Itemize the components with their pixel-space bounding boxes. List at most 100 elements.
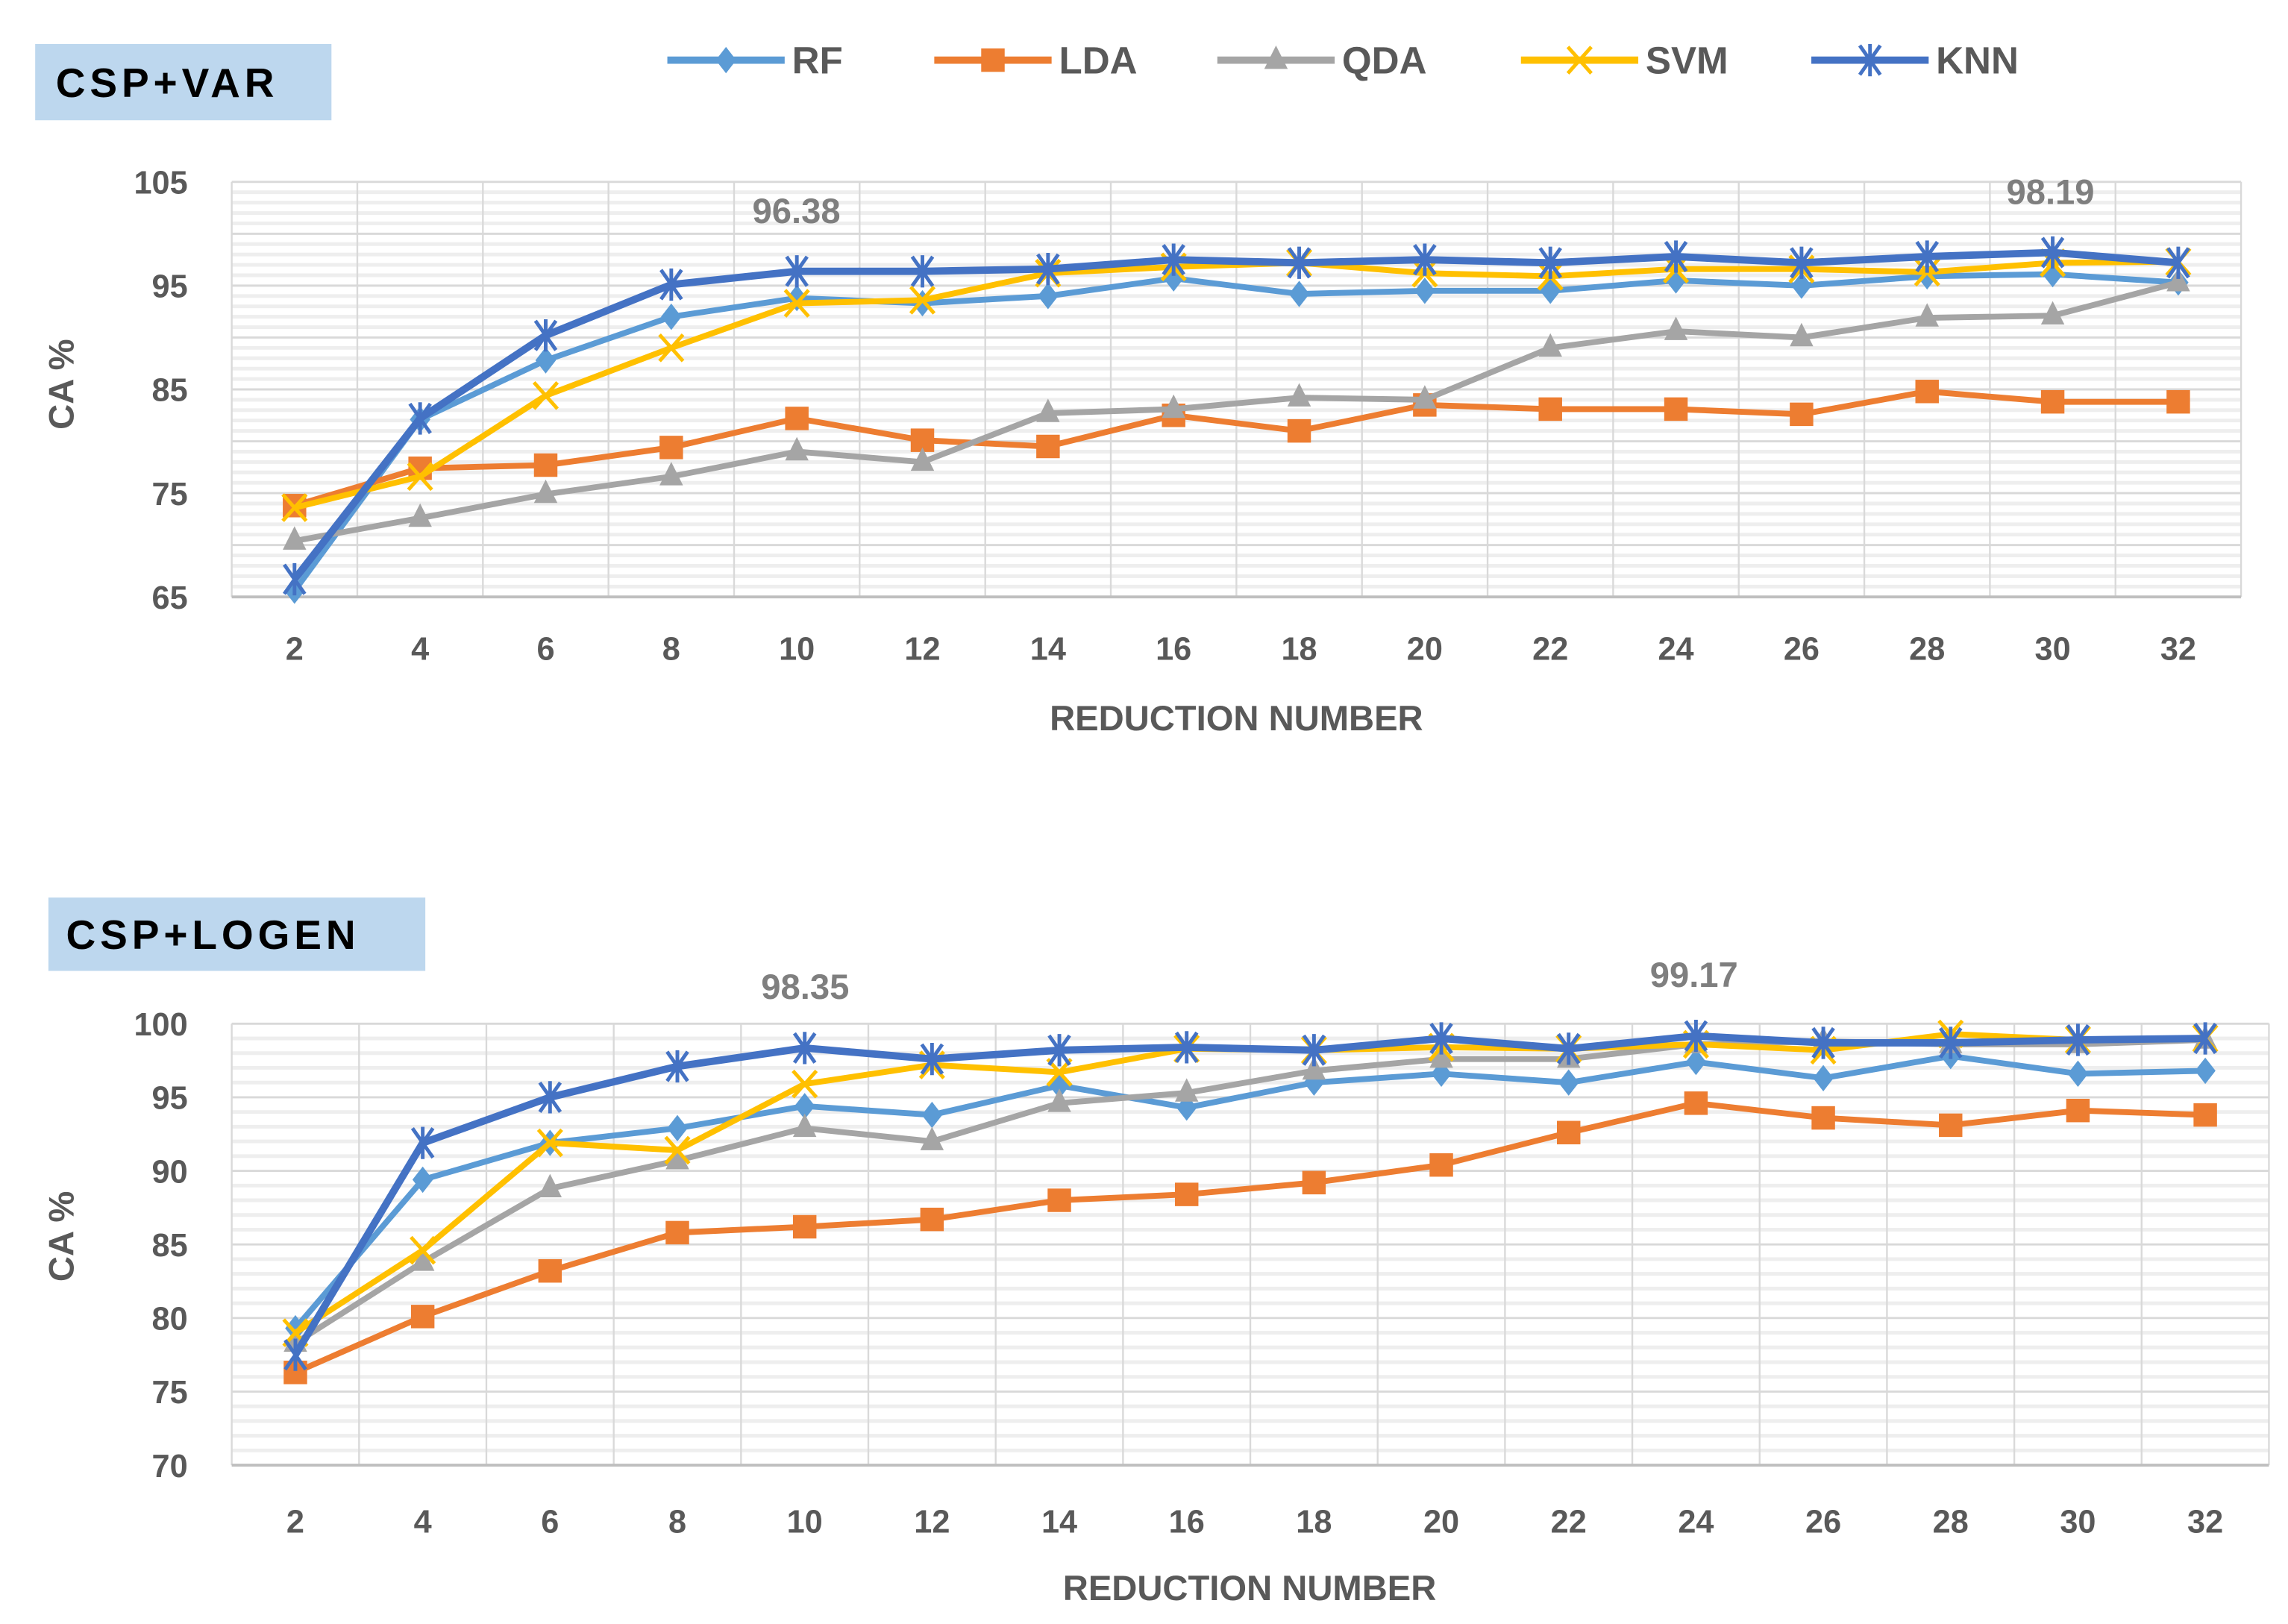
series-line bbox=[292, 1053, 2206, 1331]
knn-marker bbox=[2166, 246, 2190, 279]
series-knn bbox=[283, 236, 2190, 596]
qda-marker bbox=[2166, 268, 2190, 292]
knn-marker bbox=[659, 268, 683, 301]
legend-label: SVM bbox=[1646, 39, 1728, 81]
y-tick-label: 105 bbox=[134, 166, 187, 201]
lda-marker bbox=[410, 1305, 435, 1329]
lda-marker bbox=[792, 1214, 817, 1239]
chart-title: CSP+LOGEN bbox=[66, 912, 360, 958]
y-tick-label: 95 bbox=[152, 269, 188, 305]
qda-marker bbox=[1429, 1044, 1453, 1068]
x-tick-label: 26 bbox=[1805, 1505, 1841, 1540]
knn-marker bbox=[2066, 1023, 2090, 1056]
chart-title-box bbox=[48, 897, 426, 971]
legend-label: RF bbox=[792, 39, 843, 81]
lda-marker bbox=[2040, 389, 2065, 414]
rf-marker bbox=[667, 1114, 688, 1142]
x-tick-label: 24 bbox=[1678, 1505, 1714, 1540]
x-tick-label: 22 bbox=[1551, 1505, 1587, 1540]
qda-marker bbox=[920, 1126, 944, 1150]
series-knn bbox=[283, 1020, 2217, 1371]
x-tick-label: 8 bbox=[662, 632, 680, 668]
x-tick-label: 16 bbox=[1169, 1505, 1205, 1540]
qda-marker bbox=[785, 436, 809, 461]
rf-marker bbox=[715, 46, 736, 74]
y-tick-label: 75 bbox=[152, 1375, 188, 1411]
x-axis-title: REDUCTION NUMBER bbox=[1063, 1568, 1437, 1608]
series-qda bbox=[283, 268, 2190, 550]
x-tick-label: 18 bbox=[1296, 1505, 1332, 1540]
lda-marker bbox=[2193, 1103, 2217, 1127]
lda-marker bbox=[1915, 380, 1939, 404]
knn-marker bbox=[1413, 243, 1437, 276]
lda-marker bbox=[1174, 1182, 1199, 1206]
lda-marker bbox=[533, 453, 558, 477]
legend-item-rf: RF bbox=[667, 39, 843, 81]
lda-marker bbox=[1790, 402, 1814, 427]
x-tick-label: 14 bbox=[1030, 632, 1066, 668]
data-annotation: 96.38 bbox=[753, 191, 841, 231]
knn-marker bbox=[283, 1338, 307, 1371]
lda-marker bbox=[659, 436, 683, 460]
gridlines bbox=[231, 181, 2242, 598]
qda-marker bbox=[1302, 1056, 1326, 1080]
x-tick-label: 6 bbox=[536, 632, 554, 668]
knn-marker bbox=[1047, 1034, 1071, 1067]
svm-marker bbox=[410, 1235, 436, 1265]
x-tick-label: 22 bbox=[1532, 632, 1568, 668]
qda-marker bbox=[408, 503, 432, 527]
lda-marker bbox=[1939, 1113, 1963, 1138]
rf-marker bbox=[1540, 278, 1561, 304]
series-line bbox=[294, 279, 2179, 544]
data-annotation: 99.17 bbox=[1650, 955, 1738, 994]
series-line bbox=[294, 1100, 2206, 1376]
lda-marker bbox=[920, 1207, 944, 1232]
knn-marker bbox=[1036, 253, 1060, 286]
gridlines bbox=[231, 1022, 2270, 1467]
x-tick-label: 8 bbox=[668, 1505, 686, 1540]
series-line bbox=[292, 1032, 2206, 1357]
x-axis-title: REDUCTION NUMBER bbox=[1050, 698, 1423, 738]
svm-marker bbox=[664, 1135, 691, 1165]
data-annotation: 98.19 bbox=[2006, 172, 2094, 211]
qda-marker bbox=[910, 447, 935, 471]
rf-marker bbox=[794, 1093, 815, 1120]
svm-marker bbox=[281, 493, 308, 522]
svm-marker bbox=[909, 286, 936, 315]
x-tick-label: 10 bbox=[779, 632, 815, 668]
knn-marker bbox=[1684, 1020, 1708, 1053]
lda-marker bbox=[1287, 418, 1311, 443]
qda-marker bbox=[1264, 45, 1288, 69]
lda-marker bbox=[1664, 397, 1688, 421]
knn-marker bbox=[283, 562, 307, 596]
rf-marker bbox=[2067, 1060, 2089, 1088]
x-tick-label: 12 bbox=[914, 1505, 950, 1540]
qda-marker bbox=[1538, 333, 1562, 357]
series-line bbox=[292, 271, 2179, 593]
qda-marker bbox=[1174, 1078, 1199, 1102]
knn-marker bbox=[1429, 1022, 1453, 1055]
lda-marker bbox=[1047, 1188, 1071, 1212]
chart-title-box bbox=[35, 43, 332, 121]
y-tick-label: 70 bbox=[152, 1449, 188, 1485]
y-tick-label: 75 bbox=[152, 477, 188, 512]
knn-marker bbox=[538, 1081, 562, 1114]
lda-marker bbox=[785, 407, 809, 430]
lda-marker bbox=[981, 48, 1005, 72]
knn-marker bbox=[1664, 240, 1688, 273]
x-tick-label: 30 bbox=[2060, 1505, 2096, 1540]
x-tick-label: 20 bbox=[1407, 632, 1443, 668]
knn-marker bbox=[1915, 240, 1940, 273]
x-tick-label: 4 bbox=[411, 632, 429, 668]
x-tick-label: 2 bbox=[286, 1505, 304, 1540]
legend-item-svm: SVM bbox=[1520, 39, 1728, 81]
x-tick-label: 20 bbox=[1423, 1505, 1459, 1540]
lda-marker bbox=[538, 1258, 562, 1283]
x-tick-label: 32 bbox=[2160, 632, 2196, 668]
qda-marker bbox=[1413, 385, 1437, 409]
x-tick-label: 14 bbox=[1041, 1505, 1077, 1540]
knn-marker bbox=[665, 1050, 689, 1083]
y-tick-label: 90 bbox=[152, 1154, 188, 1190]
qda-marker bbox=[665, 1146, 689, 1170]
